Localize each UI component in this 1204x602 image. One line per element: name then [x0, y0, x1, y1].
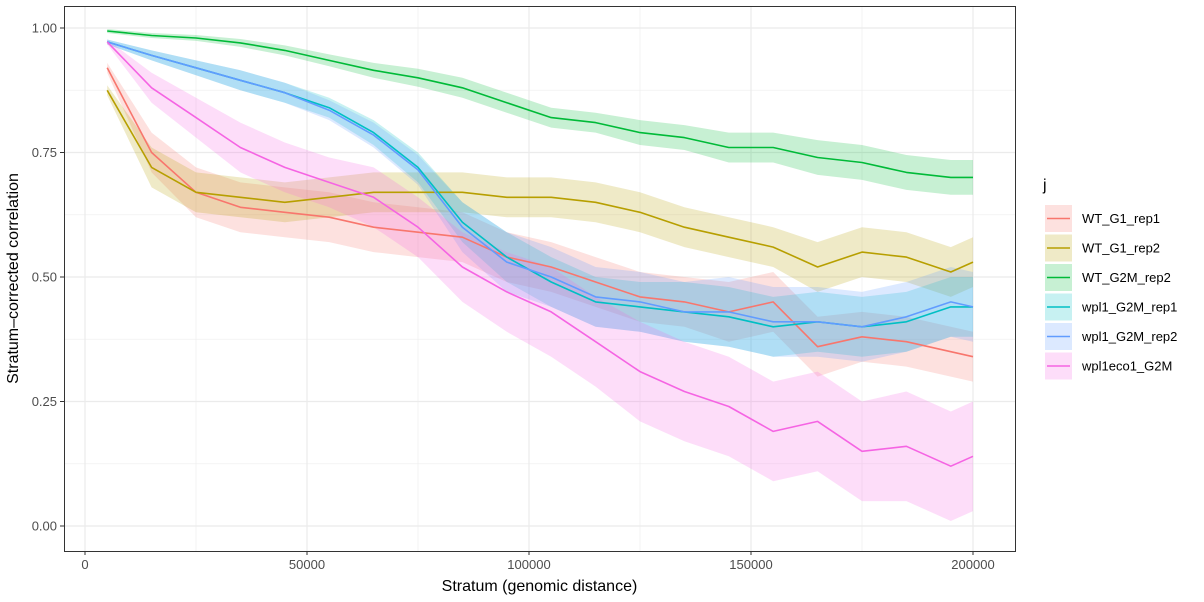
line-wt-g2m-rep2	[107, 30, 973, 179]
y-tick-label: 0.75	[32, 145, 57, 160]
plot-panel-border	[64, 6, 1016, 552]
legend-label: wpl1_G2M_rep2	[1081, 329, 1177, 344]
legend-label: WT_G2M_rep2	[1082, 270, 1171, 285]
x-axis-title: Stratum (genomic distance)	[442, 578, 638, 595]
legend-label: WT_G1_rep2	[1082, 241, 1160, 256]
ribbon-wpl1-g2m-rep2	[107, 39, 973, 362]
line-wpl1-g2m-rep2	[106, 41, 974, 328]
ribbon-wt-g1-rep1	[107, 62, 973, 382]
ribbon-wpl1eco1-g2m	[107, 39, 973, 521]
y-tick-label: 0.50	[32, 270, 57, 285]
x-tick-label: 100000	[507, 557, 550, 572]
minor-gridlines	[64, 6, 1015, 551]
legend-item: WT_G1_rep2	[1045, 234, 1160, 262]
y-axis-ticks: 0.00 0.25 0.50 0.75 1.00	[32, 21, 64, 534]
legend-label: wpl1eco1_G2M	[1081, 359, 1172, 374]
legend-item: WT_G2M_rep2	[1045, 264, 1171, 291]
legend-item: wpl1_G2M_rep2	[1045, 323, 1177, 350]
legend: j WT_G1_rep1 WT_G1_rep2 WT_G2M_rep2 wpl1_G2…	[1042, 177, 1177, 380]
x-tick-label: 0	[81, 557, 88, 572]
legend-label: WT_G1_rep1	[1082, 211, 1160, 226]
legend-item: WT_G1_rep1	[1045, 205, 1160, 232]
y-axis-title: Stratum–corrected correlation	[5, 173, 22, 384]
legend-item: wpl1_G2M_rep1	[1045, 293, 1177, 321]
x-tick-label: 200000	[951, 557, 994, 572]
x-tick-label: 50000	[289, 557, 325, 572]
line-wpl1eco1-g2m	[106, 41, 974, 468]
ribbon-wt-g2m-rep2	[107, 29, 973, 195]
ribbon-wpl1-g2m-rep1	[107, 39, 973, 357]
legend-label: wpl1_G2M_rep1	[1081, 300, 1177, 315]
y-tick-label: 0.25	[32, 394, 57, 409]
legend-title: j	[1042, 177, 1047, 194]
legend-item: wpl1eco1_G2M	[1045, 352, 1172, 380]
x-tick-label: 150000	[729, 557, 772, 572]
y-tick-label: 0.00	[32, 519, 57, 534]
line-wt-g1-rep1	[106, 67, 974, 358]
x-axis-ticks: 0 50000 100000 150000 200000	[81, 551, 995, 572]
line-wt-g1-rep2	[106, 89, 974, 273]
y-tick-label: 1.00	[32, 21, 57, 36]
series-lines	[106, 30, 974, 468]
plot-panel	[64, 6, 1015, 551]
major-gridlines	[64, 6, 1015, 551]
